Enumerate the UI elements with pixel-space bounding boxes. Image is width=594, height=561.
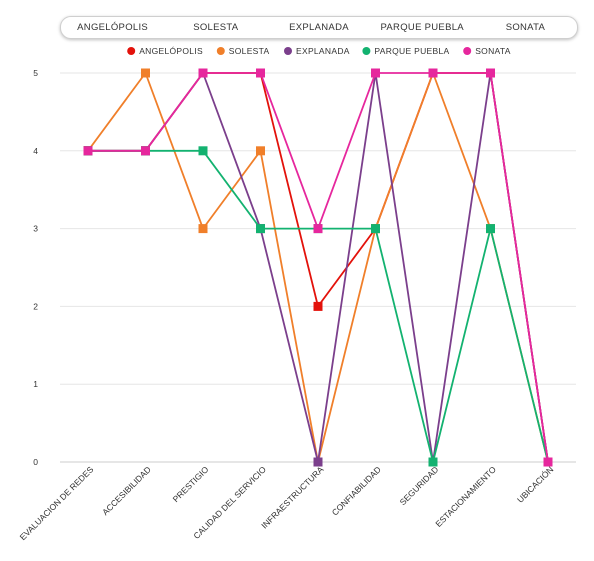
y-tick-label: 3 [33, 224, 38, 234]
data-point [428, 457, 438, 467]
x-tick-label: INFRAESTRUCTURA [259, 464, 325, 530]
legend-marker [284, 47, 292, 55]
tab-angelopolis[interactable]: ANGELÓPOLIS [77, 22, 149, 33]
x-axis-ticks: EVALUACION DE REDES ACCESIBILIDAD PRESTIGI… [18, 464, 556, 542]
legend-item[interactable]: EXPLANADA [284, 46, 350, 56]
data-point [486, 68, 495, 78]
legend-label: PARQUE PUEBLA [374, 46, 449, 56]
data-point [83, 146, 93, 156]
data-point [371, 68, 380, 78]
x-tick-label: CONFIABILIDAD [330, 464, 383, 517]
x-tick-label: PRESTIGIO [171, 464, 211, 504]
data-point [371, 224, 380, 234]
data-point [543, 457, 553, 467]
data-point [198, 146, 208, 156]
y-tick-label: 4 [33, 146, 38, 156]
series-line [88, 72, 549, 463]
x-tick-label: EVALUACION DE REDES [18, 464, 96, 542]
y-tick-label: 5 [33, 68, 38, 78]
x-tick-label: ACCESIBILIDAD [100, 464, 153, 517]
legend-item[interactable]: ANGELÓPOLIS [127, 46, 203, 56]
series-lines [87, 72, 549, 463]
data-point [428, 68, 438, 78]
legend-label: SOLESTA [229, 46, 270, 56]
tab-sonata[interactable]: SONATA [505, 22, 546, 33]
data-point [198, 224, 208, 234]
series-line [88, 72, 549, 463]
data-point [141, 146, 150, 156]
y-tick-label: 1 [33, 379, 38, 389]
data-point [141, 68, 150, 78]
legend-marker [362, 47, 371, 55]
data-point [313, 301, 323, 311]
tab-solesta[interactable]: SOLESTA [193, 22, 239, 33]
series-markers [83, 68, 553, 467]
y-axis-ticks: 0 1 2 3 4 5 [33, 68, 38, 467]
tab-explanada[interactable]: EXPLANADA [289, 22, 349, 33]
legend-item[interactable]: SOLESTA [216, 46, 270, 56]
data-point [256, 146, 265, 156]
data-point [313, 224, 323, 234]
series-line [87, 72, 549, 463]
legend-marker [463, 47, 472, 55]
y-tick-label: 0 [33, 457, 38, 467]
legend-label: SONATA [475, 46, 511, 56]
data-point [198, 68, 208, 78]
tab-parque-puebla[interactable]: PARQUE PUEBLA [380, 22, 464, 33]
x-tick-label: ESTACIONAMIENTO [433, 464, 498, 529]
legend-item[interactable]: SONATA [463, 46, 511, 56]
legend-label: ANGELÓPOLIS [139, 46, 203, 56]
data-point [256, 224, 265, 234]
y-tick-label: 2 [33, 301, 38, 311]
x-tick-label: SEGURIDAD [398, 464, 441, 507]
x-tick-label: UBICACIÓN [515, 464, 555, 504]
series-tab-bar: ANGELÓPOLIS SOLESTA EXPLANADA PARQUE PUE… [60, 16, 578, 39]
legend-marker [216, 47, 225, 55]
legend-label: EXPLANADA [296, 46, 350, 56]
data-point [313, 457, 323, 467]
series-line [88, 72, 549, 463]
data-point [256, 68, 265, 78]
legend-item[interactable]: PARQUE PUEBLA [362, 46, 449, 56]
legend-marker [127, 47, 136, 55]
data-point [486, 224, 495, 234]
legend: ANGELÓPOLIS SOLESTA EXPLANADA PARQUE PUEBLA… [127, 46, 511, 56]
